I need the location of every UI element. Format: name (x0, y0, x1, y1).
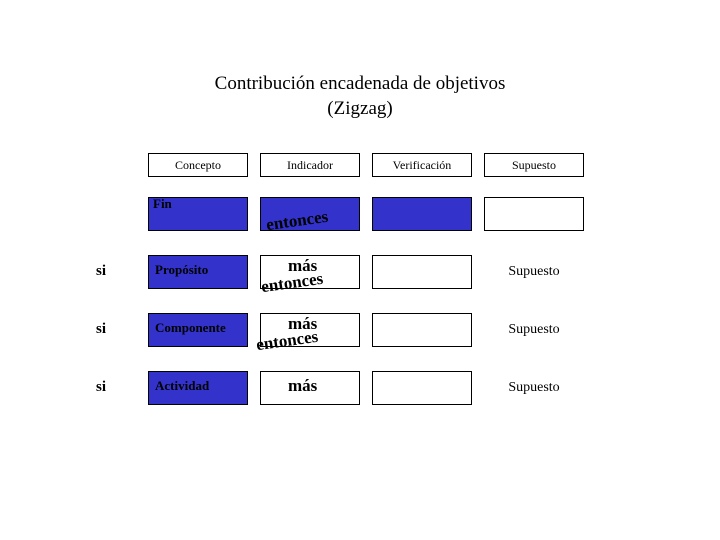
cell-actividad-indicador (260, 371, 360, 405)
row-proposito: si Propósito Supuesto (148, 255, 584, 289)
cell-fin-supuesto (484, 197, 584, 231)
header-supuesto: Supuesto (484, 153, 584, 177)
row-actividad: si Actividad Supuesto (148, 371, 584, 405)
cell-fin-concepto: Fin (148, 197, 248, 231)
title-line-2: (Zigzag) (327, 98, 392, 119)
header-row: Concepto Indicador Verificación Supuesto (148, 153, 584, 177)
si-actividad: si (96, 379, 106, 396)
header-verificacion: Verificación (372, 153, 472, 177)
cell-proposito-indicador (260, 255, 360, 289)
label-fin: Fin (153, 196, 172, 212)
cell-fin-verificacion (372, 197, 472, 231)
cell-actividad-concepto: Actividad (148, 371, 248, 405)
cell-proposito-verificacion (372, 255, 472, 289)
cell-actividad-supuesto: Supuesto (484, 371, 584, 405)
cell-proposito-supuesto: Supuesto (484, 255, 584, 289)
title-line-1: Contribución encadenada de objetivos (215, 73, 506, 94)
cell-fin-indicador (260, 197, 360, 231)
label-componente: Componente (155, 320, 226, 336)
cell-componente-concepto: Componente (148, 313, 248, 347)
row-componente: si Componente Supuesto (148, 313, 584, 347)
header-concepto: Concepto (148, 153, 248, 177)
cell-componente-supuesto: Supuesto (484, 313, 584, 347)
row-fin: Fin (148, 197, 584, 231)
header-indicador: Indicador (260, 153, 360, 177)
si-componente: si (96, 321, 106, 338)
diagram-title: Contribución encadenada de objetivos (Zi… (0, 0, 720, 121)
zigzag-grid: Concepto Indicador Verificación Supuesto… (148, 153, 584, 429)
cell-actividad-verificacion (372, 371, 472, 405)
cell-componente-indicador (260, 313, 360, 347)
cell-componente-verificacion (372, 313, 472, 347)
label-proposito: Propósito (155, 262, 208, 278)
si-proposito: si (96, 263, 106, 280)
label-actividad: Actividad (155, 378, 209, 394)
cell-proposito-concepto: Propósito (148, 255, 248, 289)
